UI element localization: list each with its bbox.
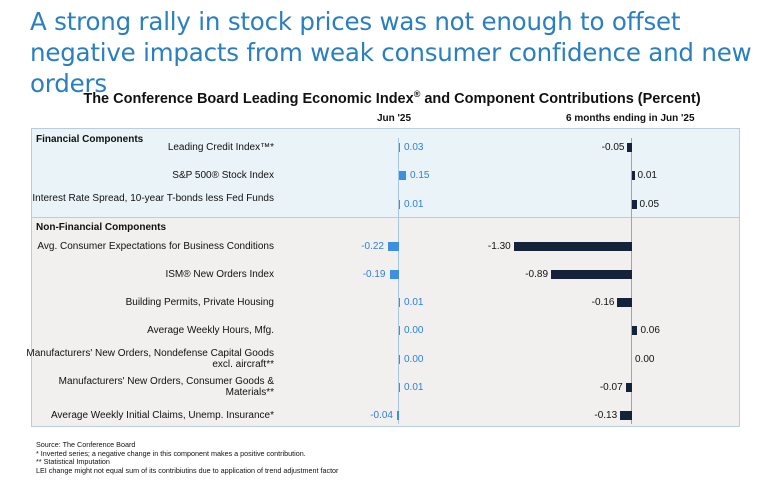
value-label-month: 0.01 <box>404 382 424 393</box>
zero-line-month <box>398 138 399 424</box>
row-label: Building Permits, Private Housing <box>125 297 274 308</box>
bar-six-month <box>551 270 632 279</box>
column-header-six-month: 6 months ending in Jun '25 <box>566 113 695 124</box>
group-label-non-financial: Non-Financial Components <box>36 222 166 233</box>
zero-line-six-month <box>631 138 632 424</box>
chart-title: The Conference Board Leading Economic In… <box>0 89 774 107</box>
bar-six-month <box>513 242 632 251</box>
value-label-six-month: -0.05 <box>601 142 625 153</box>
value-label-month: 0.01 <box>404 297 424 308</box>
row-label: Manufacturers' New Orders, Nondefense Ca… <box>26 348 274 370</box>
value-label-six-month: 0.00 <box>635 354 655 365</box>
bar-month <box>398 143 400 152</box>
row-label: S&P 500® Stock Index <box>172 170 274 181</box>
bar-six-month <box>617 298 632 307</box>
value-label-six-month: 0.06 <box>640 325 660 336</box>
row-label: Interest Rate Spread, 10-year T-bonds le… <box>32 193 274 204</box>
chart-title-main: The Conference Board Leading Economic In… <box>83 90 414 107</box>
row-label: Avg. Consumer Expectations for Business … <box>37 241 274 252</box>
imputation-note: ** Statistical Imputation <box>36 457 110 467</box>
value-label-month: 0.03 <box>404 142 424 153</box>
value-label-six-month: 0.01 <box>637 170 657 181</box>
row-label: Leading Credit Index™* <box>167 142 274 153</box>
bar-month <box>388 242 399 251</box>
value-label-six-month: -0.89 <box>525 269 549 280</box>
bar-month <box>398 326 400 335</box>
bar-month <box>389 270 399 279</box>
bar-month <box>398 171 406 180</box>
bar-month <box>398 355 400 364</box>
row-label: ISM® New Orders Index <box>165 269 274 280</box>
group-label-financial: Financial Components <box>36 134 144 145</box>
bar-six-month <box>632 326 638 335</box>
value-label-six-month: -0.13 <box>594 410 618 421</box>
footnotes: Source: The Conference Board * Inverted … <box>36 440 339 475</box>
bar-six-month <box>632 171 635 180</box>
bar-six-month <box>632 200 637 209</box>
bar-six-month <box>625 383 632 392</box>
value-label-month: -0.04 <box>370 410 393 421</box>
registered-mark: ® <box>413 89 421 99</box>
inverted-note: * Inverted series; a negative change in … <box>36 448 306 458</box>
row-label: Average Weekly Hours, Mfg. <box>147 325 274 336</box>
column-header-month: Jun '25 <box>377 113 412 124</box>
value-label-six-month: -0.16 <box>591 297 615 308</box>
bar-month <box>398 298 400 307</box>
value-label-month: -0.22 <box>361 241 384 252</box>
value-label-month: -0.19 <box>362 269 386 280</box>
value-label-six-month: 0.05 <box>639 199 660 210</box>
value-label-month: 0.01 <box>404 199 424 210</box>
value-label-six-month: -1.30 <box>487 241 511 252</box>
bar-month <box>398 200 400 209</box>
chart-title-suffix: and Component Contributions (Percent) <box>420 90 701 107</box>
source-note: Source: The Conference Board <box>36 440 136 449</box>
value-label-month: 0.15 <box>410 170 430 181</box>
row-label: Average Weekly Initial Claims, Unemp. In… <box>50 410 274 421</box>
trend-note: LEI change might not equal sum of its co… <box>36 465 339 475</box>
financial-band <box>31 128 740 218</box>
row-label: Manufacturers' New Orders, Consumer Good… <box>58 376 274 398</box>
non-financial-band <box>31 217 740 427</box>
headline: A strong rally in stock prices was not e… <box>30 7 752 98</box>
value-label-six-month: -0.07 <box>599 382 623 393</box>
bar-month <box>397 411 399 420</box>
value-label-month: 0.00 <box>404 354 424 365</box>
bar-six-month <box>627 143 632 152</box>
bar-month <box>398 383 400 392</box>
bar-six-month <box>620 411 632 420</box>
value-label-month: 0.00 <box>404 325 424 336</box>
